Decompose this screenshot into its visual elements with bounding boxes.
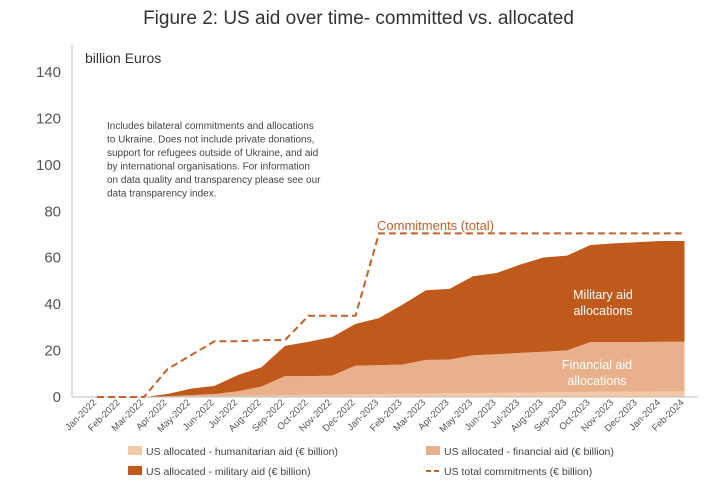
legend-label: US allocated - financial aid (€ billion) bbox=[444, 446, 614, 458]
y-tick-label: 120 bbox=[36, 110, 61, 127]
y-tick-label: 140 bbox=[36, 64, 61, 81]
legend-label: US allocated - military aid (€ billion) bbox=[146, 466, 311, 478]
legend-item: US allocated - military aid (€ billion) bbox=[128, 466, 311, 478]
y-tick-label: 100 bbox=[36, 157, 61, 174]
area-humanitarian bbox=[97, 391, 685, 397]
legend-swatch bbox=[128, 446, 142, 455]
y-tick-label: 60 bbox=[44, 250, 61, 267]
y-tick-label: 80 bbox=[44, 203, 61, 220]
commitments-label: Commitments (total) bbox=[377, 218, 494, 233]
legend-item: US allocated - humanitarian aid (€ billi… bbox=[128, 446, 338, 458]
note-line: on data quality and transparency please … bbox=[107, 175, 321, 186]
military-aid-label: allocations bbox=[573, 304, 632, 318]
legend-item: US allocated - financial aid (€ billion) bbox=[426, 446, 614, 458]
military-aid-label: Military aid bbox=[573, 288, 633, 302]
area-military bbox=[97, 241, 685, 397]
y-tick-label: 40 bbox=[44, 296, 61, 313]
legend-label: US total commitments (€ billion) bbox=[444, 466, 592, 478]
legend-item: US total commitments (€ billion) bbox=[426, 466, 592, 478]
commitments-line bbox=[97, 232, 685, 398]
y-axis-unit-label: billion Euros bbox=[85, 50, 161, 66]
chart-title: Figure 2: US aid over time- committed vs… bbox=[143, 8, 574, 29]
financial-aid-label: allocations bbox=[567, 374, 626, 388]
note-line: by international organisations. For info… bbox=[107, 162, 310, 173]
note-line: to Ukraine. Does not include private don… bbox=[107, 135, 314, 146]
area-financial bbox=[97, 341, 685, 397]
y-tick-label: 20 bbox=[44, 343, 61, 360]
legend-label: US allocated - humanitarian aid (€ billi… bbox=[146, 446, 338, 458]
legend-swatch bbox=[426, 446, 440, 455]
legend-swatch bbox=[128, 466, 142, 475]
financial-aid-label: Financial aid bbox=[562, 358, 632, 372]
note-line: Includes bilateral commitments and alloc… bbox=[107, 121, 314, 132]
note-line: data transparency index. bbox=[107, 189, 217, 200]
note-line: support for refugees outside of Ukraine,… bbox=[107, 148, 318, 159]
y-tick-label: 0 bbox=[53, 389, 61, 406]
